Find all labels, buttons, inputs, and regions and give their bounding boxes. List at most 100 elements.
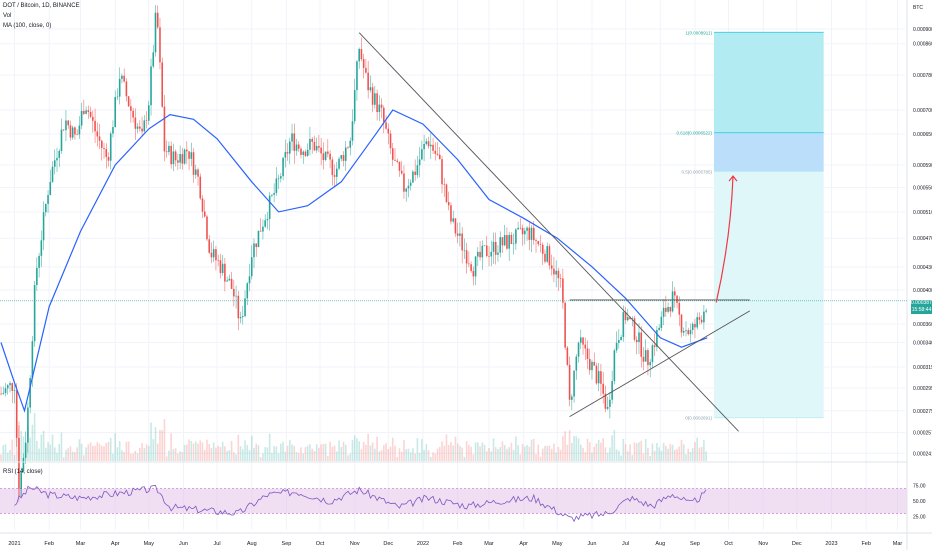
volume-bar [353,435,356,461]
volume-bar [156,443,159,461]
volume-bar [342,441,345,461]
candle-body [306,149,309,156]
candle-body [494,241,497,255]
volume-bar [114,433,117,461]
candle-body [13,390,16,391]
y-tick-label: 0.0002570 [913,431,932,437]
symbol-legend[interactable]: DOT / Bitcoin, 1D, BINANCE [3,3,80,9]
candle-body [210,252,213,258]
volume-bar [347,455,349,461]
candle-body [344,147,347,161]
candle-body [177,160,179,163]
candle-body [18,437,20,497]
volume-bar [519,454,522,461]
candle-body [640,332,643,357]
candle-body [42,212,45,241]
volume-bar [568,430,571,461]
candle-body [651,345,654,363]
candle-body [170,145,172,165]
candle-body [644,350,647,362]
candle-body [212,249,215,258]
volume-bar [674,450,676,461]
candle-body [87,110,90,112]
candle-body [65,120,67,131]
volume-bar [528,446,531,461]
candle-body [47,195,49,204]
candle-body [508,234,510,249]
volume-bar [300,447,302,461]
candle-body [647,350,649,366]
volume-bar [403,440,405,461]
candle-body [615,342,618,351]
volume-bar [642,453,645,461]
volume-bar [288,439,291,461]
candle-body [385,122,387,129]
candle-body [492,241,495,252]
volume-bar [539,456,542,461]
candle-body [123,75,125,82]
y-tick-label: 0.0002410 [913,451,932,457]
volume-bar [163,419,166,461]
volume-bar [573,436,575,461]
volume-bar [416,438,419,461]
candle-body [369,87,372,91]
volume-bar [255,443,258,461]
candle-body [656,329,658,347]
candle-body [208,239,211,253]
x-tick-label: Oct [724,541,733,547]
ma-legend[interactable]: MA (100, close, 0) [3,23,52,29]
candle-body [425,141,428,145]
candle-body [309,138,311,150]
volume-bar [396,457,399,461]
candle-body [342,155,345,161]
candle-body [665,307,667,312]
volume-bar [264,447,266,461]
volume-bar [13,454,16,461]
volume-bar [215,447,217,461]
candle-body [58,150,61,158]
volume-legend[interactable]: Vol [3,13,12,19]
rsi-pane: 75.00 50.00 25.00 [0,484,926,523]
volume-bar [532,438,535,461]
volume-bar [127,441,130,461]
candle-body [197,169,199,177]
candle-body [571,396,573,400]
volume-bar [165,456,168,461]
candle-body [669,306,672,312]
candle-body [680,314,683,333]
candle-body [246,283,249,299]
y-tick-label: 0.0005500 [913,186,932,192]
volume-bar [183,444,186,461]
volume-bar [586,438,589,461]
volume-bar [208,444,211,461]
candle-body [71,127,74,138]
volume-bar [418,452,421,461]
volume-bar [280,443,282,461]
volume-bar [615,449,618,461]
candle-body [705,310,707,312]
candle-body [687,330,690,335]
trend-drawings [358,32,751,432]
candle-body [577,342,580,357]
volume-bar [201,442,204,461]
candle-body [568,364,571,400]
candle-body [4,388,7,393]
candle-body [168,145,170,153]
volume-bar [618,450,620,461]
volume-bar [228,450,231,461]
rsi-legend[interactable]: RSI (14, close) [3,469,43,475]
candle-body [524,230,526,235]
volume-bar [322,444,325,461]
volume-bar [78,439,81,461]
candle-body [226,280,228,282]
candle-body [521,227,524,235]
candle-body [80,110,83,126]
y-tick-label: 0.0008600 [913,42,932,48]
x-tick-label: Apr [111,541,120,547]
candle-body [112,127,114,134]
candle-body [470,264,472,271]
volume-bar [584,452,587,461]
candle-body [584,344,587,349]
volume-bar [273,446,275,461]
